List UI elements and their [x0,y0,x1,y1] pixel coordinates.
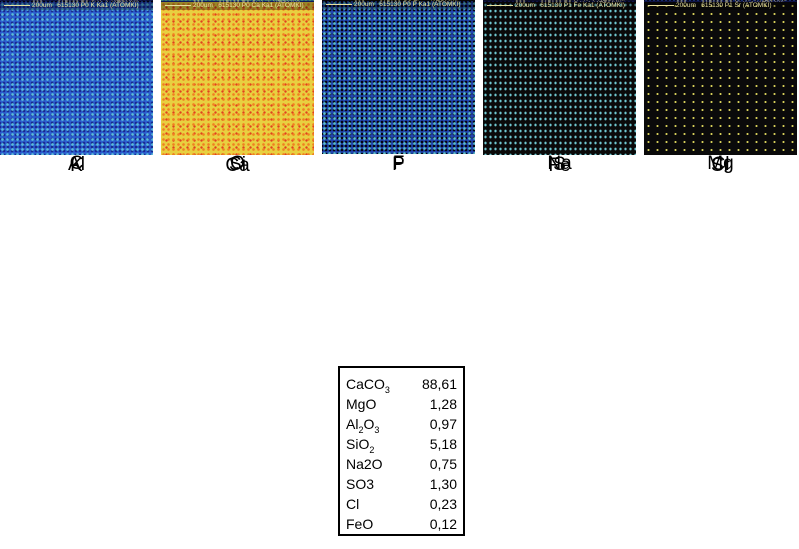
map-header: 200um 615130 P1 Fe Ka1 (ATOMKI) [483,2,636,10]
compound: SO3 [346,474,374,494]
element-label: Si [229,154,246,175]
table-row: Al2O3 0,97 [346,414,457,435]
table-row: Cl 0,23 [346,494,457,514]
element-map: 200um 615130 P0 P Ka1 (ATOMKI) [322,1,475,154]
scale-bar [165,4,191,6]
map-caption: 615130 P1 Fe Ka1 (ATOMKI) [540,2,625,9]
element-label: Na [547,153,572,174]
table-row: CaCO3 88,61 [346,374,457,395]
percentage: 0,75 [429,456,457,472]
scale-label: 200um [515,2,535,9]
element-label: Al [68,154,85,175]
compound: Na2O [346,454,383,474]
map-caption: 615130 P0 P Ka1 (ATOMKI) [379,1,461,8]
element-map: 200um 615130 P1 Sr (ATOMKI) [644,2,797,155]
element-label: Fe [548,155,571,176]
percentage: 1,30 [429,476,457,492]
map-caption: 615130 P1 Sr (ATOMKI) [701,2,772,9]
element-label: S [553,154,566,175]
scale-label: 200um [354,1,374,8]
element-map: 200um 615130 P0 K Ka1 (ATOMKI) [0,2,153,155]
percentage: 88,61 [421,376,457,392]
table-row: SiO2 5,18 [346,434,457,455]
scale-bar [4,4,30,6]
compound-part: Na2O [346,456,383,472]
compound-part: 3 [384,384,390,395]
table-row: FeO 0,12 [346,514,457,534]
map-caption: 615130 P0 K Ka1 (ATOMKI) [57,2,139,9]
compound-part: FeO [346,516,374,532]
compound-part: MgO [346,396,377,412]
compound: SiO2 [346,434,375,455]
element-map: 200um 615130 P0 Ca Ka1 (ATOMKI) [161,2,314,155]
map-header: 200um 615130 P0 Ca Ka1 (ATOMKI) [161,2,314,10]
scale-bar [648,4,674,6]
map-caption: 615130 P0 Ca Ka1 (ATOMKI) [218,2,304,9]
percentage: 0,12 [429,516,457,532]
element-label: Cl [711,154,730,175]
percentage: 1,28 [429,396,457,412]
compound-part: O [363,416,375,432]
percentage: 0,97 [429,416,457,432]
percentage: 5,18 [429,436,457,452]
scale-bar [326,3,352,5]
scale-bar [487,4,513,6]
element-label: F [392,153,405,174]
element-label: O [230,153,245,174]
compound-part: 2 [358,424,364,435]
element-label: K [70,155,83,176]
compound: FeO [346,514,373,534]
element-label: Sr [711,155,730,176]
element-label: Ca [225,155,250,176]
compound-part: SO3 [346,476,375,492]
map-header: 200um 615130 P1 Sr (ATOMKI) [644,2,797,10]
element-map: 200um 615130 P1 Fe Ka1 (ATOMKI) [483,2,636,155]
table-row: Na2O 0,75 [346,454,457,474]
compound: Al2O3 [346,414,380,435]
compound-part: Cl [346,496,360,512]
compound: Cl [346,494,359,514]
map-header: 200um 615130 P0 P Ka1 (ATOMKI) [322,1,475,9]
compound-part: SiO [346,436,370,452]
scale-label: 200um [193,2,213,9]
element-label: Mg [707,153,734,174]
percentage: 0,23 [429,496,457,512]
compound-part: CaCO [346,376,385,392]
scale-label: 200um [676,2,696,9]
composition-table: CaCO3 88,61 MgO 1,28 Al2O3 0,97 SiO2 5,18 Na2O 0,… [338,366,465,536]
table-row: MgO 1,28 [346,394,457,414]
map-header: 200um 615130 P0 K Ka1 (ATOMKI) [0,2,153,10]
compound-part: Al [346,416,359,432]
compound: CaCO3 [346,374,390,395]
compound-part: 3 [374,424,380,435]
element-label: C [69,153,84,174]
compound: MgO [346,394,376,414]
compound-part: 2 [369,444,375,455]
scale-label: 200um [32,2,52,9]
table-row: SO3 1,30 [346,474,457,494]
element-label: P [392,154,405,175]
